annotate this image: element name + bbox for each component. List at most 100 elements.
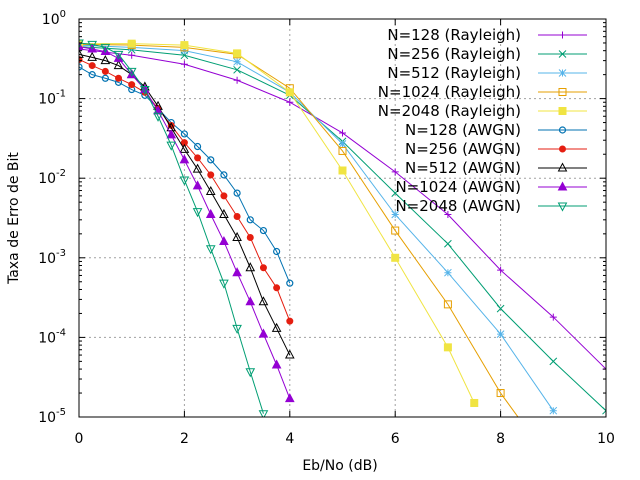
data-point [179,143,190,153]
x-tick-label: 4 [285,431,294,447]
legend: N=128 (Rayleigh)N=256 (Rayleigh)N=512 (R… [378,26,587,215]
data-point [179,154,190,164]
data-point [549,357,558,366]
data-point [444,210,452,218]
series-line [79,42,264,414]
y-axis-title: Taxa de Erro de Bit [6,152,22,285]
x-tick-label: 6 [391,431,400,447]
data-point [246,233,254,241]
data-point [179,176,190,186]
y-tick-label: 10-4 [38,327,66,346]
data-point [271,322,282,332]
data-point [286,279,294,287]
data-point [128,81,136,89]
data-point [259,226,268,235]
y-tick-label: 10-1 [38,89,66,108]
legend-label: N=1024 (Rayleigh) [378,83,521,101]
data-point [558,88,567,96]
data-point [232,324,242,334]
data-point [245,296,256,306]
legend-entry: N=2048 (AWGN) [395,197,587,215]
data-point [559,145,566,153]
data-point [286,98,294,106]
data-point [205,185,216,196]
y-tick-label: 10-2 [38,168,66,187]
grid [79,19,606,417]
series-8 [79,48,295,359]
legend-entry: N=1024 (AWGN) [395,178,587,196]
series-7 [79,55,294,325]
data-point [496,389,505,398]
data-point [338,140,347,148]
series-line [79,53,291,356]
data-point [153,112,163,122]
data-point [192,180,203,190]
data-point [557,162,568,172]
legend-entry: N=128 (AWGN) [405,121,587,139]
tick-layer: 0 2 4 6 8 10 100 10-1 10-2 10-3 10-4 10-5 [38,9,615,447]
data-point [233,65,241,74]
data-point [284,349,295,359]
data-point [258,410,269,417]
data-point [87,51,98,61]
data-point [558,50,567,58]
data-point [559,31,566,39]
data-point [207,171,215,179]
data-point [233,76,241,84]
legend-label: N=2048 (Rayleigh) [378,102,521,120]
data-point [79,48,84,58]
data-point [557,202,568,212]
legend-label: N=2048 (AWGN) [395,197,521,215]
plot-frame [78,18,607,418]
data-point [443,300,452,309]
data-point [245,368,256,378]
data-point [444,268,452,277]
data-point [219,208,229,218]
legend-label: N=256 (Rayleigh) [387,45,521,63]
data-point [127,39,136,48]
data-point [233,57,241,66]
y-tick-label: 10-3 [38,248,66,267]
data-point [245,262,256,272]
x-tick-label: 8 [496,431,505,447]
data-point [558,107,567,115]
data-point [101,74,109,82]
legend-label: N=256 (AWGN) [405,140,521,158]
x-tick-label: 10 [597,431,615,447]
data-point [258,328,269,338]
data-point [470,398,479,407]
data-point [88,71,96,79]
data-point [87,40,98,50]
data-point [100,45,111,56]
legend-label: N=1024 (AWGN) [395,178,521,196]
series-1 [79,45,606,373]
series-line [79,48,606,370]
series-line [79,44,554,411]
data-point [140,86,150,96]
data-point [286,317,294,325]
data-point [205,245,216,255]
series-10 [79,39,269,417]
data-point [549,406,558,415]
legend-label: N=128 (Rayleigh) [387,26,521,44]
data-point [338,146,347,155]
data-point [391,168,399,176]
data-point [549,313,557,321]
legend-label: N=128 (AWGN) [405,121,521,139]
legend-label: N=512 (Rayleigh) [387,64,521,82]
data-point [284,393,295,403]
series-9 [79,41,295,403]
data-point [100,43,111,53]
data-point [126,67,137,77]
data-point [232,231,242,241]
series-layer [79,39,606,417]
data-point [128,51,136,59]
data-point [79,39,84,49]
data-point [233,213,241,221]
data-point [166,129,177,139]
data-point [180,60,188,68]
data-point [166,141,177,151]
data-point [602,406,606,415]
data-point [192,208,203,218]
